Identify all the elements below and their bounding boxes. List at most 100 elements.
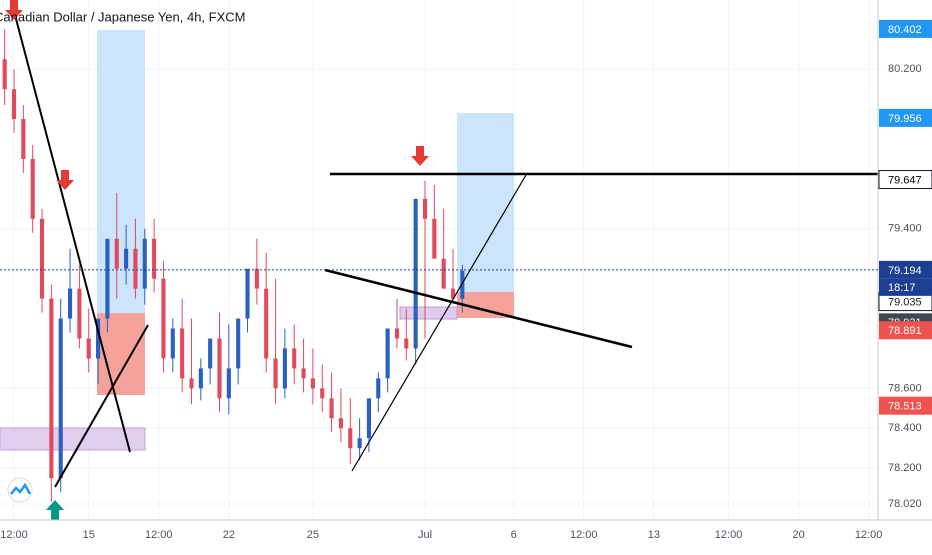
candle-body [366,398,372,439]
candle-body [254,268,259,289]
price-badge [879,396,932,415]
y-tick-label: 78.200 [888,462,922,474]
sell-arrow [411,146,429,166]
price-badge [879,260,932,279]
candle-body [413,198,418,349]
candle-body [282,348,287,389]
candle-body [11,89,17,120]
candle-body [180,328,185,379]
zone [399,306,458,320]
trend-line [54,324,149,488]
candle-body [189,378,194,389]
candle-body [124,248,129,269]
candle-body [142,238,147,289]
sell-arrow [5,0,23,20]
trend-line [324,268,633,349]
y-tick-label: 79.400 [888,223,922,235]
candle-body [133,248,138,289]
candle-body [404,338,409,349]
candle-body [39,218,45,299]
price-badge [878,170,932,190]
candle-body [152,238,157,279]
candle-body [161,278,166,359]
price-badge [879,321,932,340]
candle-body [2,59,7,90]
chart-title: Canadian Dollar / Japanese Yen, 4h, FXCM [0,9,246,24]
candle-body [217,338,222,399]
y-tick-label: 80.200 [888,63,922,75]
candle-body [77,288,82,339]
arrows [5,0,429,520]
sell-arrow [56,170,74,190]
candle-body [376,378,381,399]
price-badge [879,19,932,38]
candle-body [114,238,119,269]
candle-body [58,318,63,479]
candle-body [208,338,213,369]
x-tick-label: 20 [792,529,804,541]
x-tick-label: 15 [83,529,95,541]
x-tick-label: 13 [648,529,660,541]
candle-body [432,218,437,259]
candle-body [338,418,343,429]
axes: 80.200 79.400 78.600 78.400 78.200 78.020 12:0… [0,63,921,541]
trend-line [14,14,131,453]
candle-body [273,358,278,389]
candle-body [348,428,353,449]
x-tick-label: 22 [223,529,235,541]
x-tick-label: 6 [511,529,517,541]
candle-body [96,318,101,359]
price-badge-label: 79.035 [888,296,922,308]
price-badge-label: 79.647 [888,174,922,186]
x-tick-label: 12:00 [570,529,598,541]
candle-body [236,318,241,369]
y-tick-label: 78.600 [888,382,922,394]
price-badge-label: 79.194 [888,265,922,277]
buy-arrow [46,500,64,520]
candle-body [450,288,456,299]
y-tick-label: 78.400 [888,422,922,434]
countdown: 18:17 [888,282,916,294]
candle-body [310,378,315,389]
candle-body [198,368,203,389]
candle-body [86,338,91,359]
x-tick-label: Jul [418,529,432,541]
price-axis [878,0,932,520]
candle-body [441,258,446,289]
price-badge-label: 79.956 [888,113,922,125]
x-tick-label: 12:00 [145,529,173,541]
candle-body [385,328,390,379]
candle-body [422,198,428,219]
zone [0,427,146,451]
trend-lines [14,14,878,488]
x-tick-label: 12:00 [715,529,743,541]
candle-body [49,298,54,479]
candle-body [320,388,325,399]
candle-body [394,328,400,339]
candle-body [329,398,334,419]
x-tick-label: 12:00 [855,529,883,541]
candle-body [21,119,26,159]
candle-body [292,348,297,369]
logo-mark [10,482,32,495]
price-badge-label: 78.891 [888,325,922,337]
candle-body [357,438,362,449]
price-badge-label: 78.513 [888,401,922,413]
price-badge-label: 80.402 [888,24,922,36]
y-tick-label: 78.020 [888,498,922,510]
candle-body [67,288,73,319]
candle-body [30,158,35,219]
candles [2,29,465,503]
candle-body [264,288,269,359]
price-badge [879,108,932,127]
candle-body [170,328,175,359]
target-zone [457,113,514,292]
countdown-badge [879,278,932,296]
x-tick-label: 12:00 [0,529,28,541]
candle-body [460,270,465,299]
trend-line [351,174,527,472]
x-tick-label: 25 [307,529,319,541]
target-zone [97,30,145,313]
candle-body [301,368,306,379]
